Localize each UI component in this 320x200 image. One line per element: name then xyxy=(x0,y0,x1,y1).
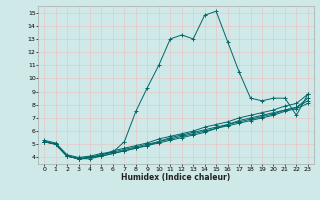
X-axis label: Humidex (Indice chaleur): Humidex (Indice chaleur) xyxy=(121,173,231,182)
